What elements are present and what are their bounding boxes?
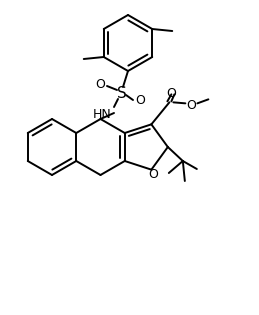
Text: HN: HN [93,108,111,122]
Text: O: O [186,99,196,112]
Text: O: O [148,168,158,181]
Text: O: O [135,94,145,107]
Text: O: O [167,87,176,100]
Text: O: O [95,78,105,91]
Text: S: S [117,85,127,100]
